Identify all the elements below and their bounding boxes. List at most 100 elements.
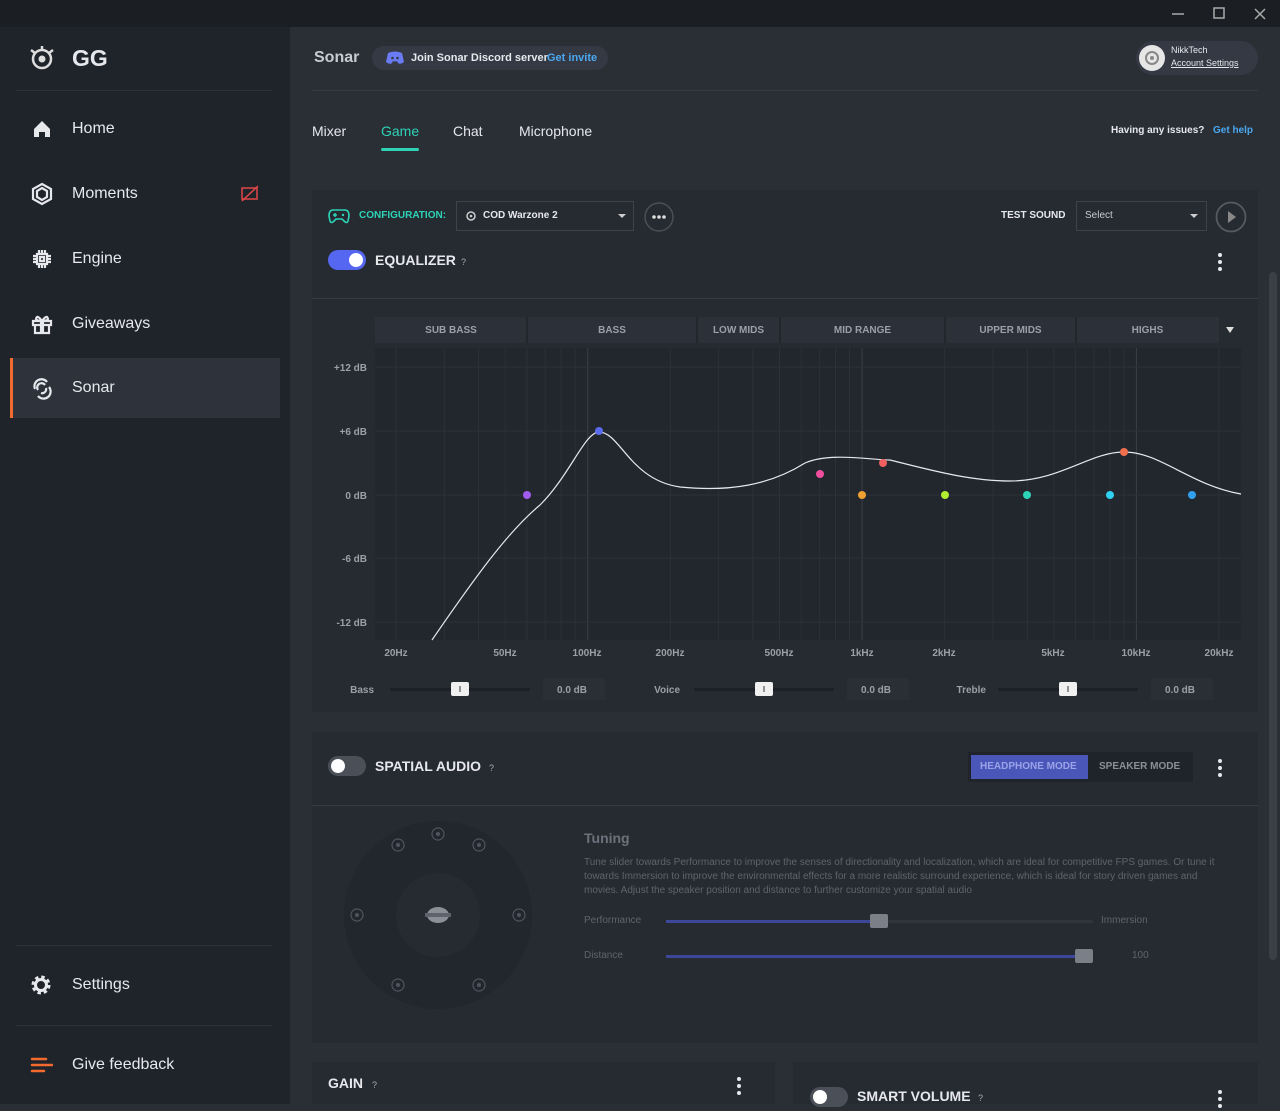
db-label: -6 dB [342,554,367,565]
invite-link[interactable]: Get invite [547,52,598,64]
title-bar [0,0,1280,27]
spatial-toggle[interactable] [328,756,366,776]
speaker-dot [477,983,481,987]
help-icon[interactable]: ? [372,1080,378,1090]
tab-underline [381,148,419,151]
divider [312,805,1258,806]
freq-label: 20kHz [1205,648,1234,659]
eq-node [595,427,603,435]
config-value: COD Warzone 2 [483,210,558,221]
play-button[interactable] [1215,201,1247,233]
discord-text: Join Sonar Discord server [411,52,548,64]
smart-volume-toggle[interactable] [810,1087,848,1107]
nav-item[interactable]: Moments [72,185,138,202]
speaker-dot [396,983,400,987]
icon-shape [33,250,51,268]
avatar [1139,45,1165,71]
slider-value: 0.0 dB [557,685,587,696]
spatial-menu[interactable] [1218,759,1222,780]
gain-panel [312,1062,775,1104]
nav-item[interactable]: Settings [72,976,130,993]
slider-label: Performance [584,915,642,926]
icon-shape [34,978,48,992]
band-label: BASS [598,325,626,336]
nav-item[interactable]: Sonar [72,379,115,396]
tab[interactable]: Mixer [312,123,347,139]
speaker [391,838,405,852]
tuning-description: Tune slider towards Performance to impro… [584,857,1215,896]
scrollbar[interactable] [1269,272,1277,960]
eq-curve [431,431,1242,641]
eq-node [1023,491,1031,499]
slider-fill [666,920,879,923]
tab[interactable]: Chat [453,123,483,139]
eq-node [816,470,824,478]
eq-node [1106,491,1114,499]
db-label: +6 dB [339,427,367,438]
db-label: -12 dB [336,618,367,629]
gain-title: GAIN [328,1075,363,1091]
caret [618,214,626,218]
page-title: Sonar [314,49,360,66]
divider [312,298,1258,299]
account-settings[interactable]: Account Settings [1171,58,1239,68]
freq-label: 100Hz [573,648,602,659]
freq-label: 50Hz [493,648,516,659]
icon-shape [31,315,53,335]
freq-label: 10kHz [1122,648,1151,659]
divider [16,945,272,946]
nav-icon [33,250,51,268]
speaker [512,908,526,922]
nav-icon [31,975,51,995]
slider-fill [666,955,1093,958]
mode-button[interactable]: HEADPHONE MODE [980,761,1077,772]
help-text: Having any issues? [1111,125,1205,136]
tab[interactable]: Game [381,123,420,139]
equalizer-toggle[interactable] [328,250,366,270]
mode-button[interactable]: SPEAKER MODE [1099,761,1181,772]
test-sound-label: TEST SOUND [1001,210,1066,221]
nav-item[interactable]: Give feedback [72,1056,175,1073]
speaker [472,978,486,992]
speaker-dot [436,832,440,836]
config-icon [466,211,476,221]
divider [16,90,272,91]
help-icon[interactable]: ? [489,763,495,773]
band-label: MID RANGE [834,325,892,336]
slider-label: Voice [654,685,680,696]
window-controls[interactable] [1160,0,1280,27]
test-sound-dropdown[interactable] [1076,201,1207,231]
speaker [431,827,445,841]
caret [1190,214,1198,218]
select-text: Select [1085,210,1113,221]
band-label: LOW MIDS [713,325,764,336]
discord-pill[interactable] [372,46,608,70]
help-icon[interactable]: ? [461,257,467,267]
nav-item[interactable]: Home [72,120,115,137]
db-label: +12 dB [334,363,367,374]
help-link[interactable]: Get help [1213,125,1254,136]
speaker [391,978,405,992]
nav-item[interactable]: Giveaways [72,315,151,332]
slider-thumb[interactable] [1075,949,1093,963]
band-label: UPPER MIDS [979,325,1042,336]
slider-value: 0.0 dB [861,685,891,696]
mode-active [971,755,1088,779]
tab[interactable]: Microphone [519,123,593,139]
smart-volume-menu[interactable] [1218,1090,1222,1111]
gamepad-icon [328,209,350,224]
icon-shape [31,182,53,206]
help-icon[interactable]: ? [978,1093,984,1103]
slider-thumb[interactable] [870,914,888,928]
nav-item[interactable]: Engine [72,250,122,267]
config-dropdown[interactable] [456,201,634,231]
discord-icon [386,51,404,64]
db-label: 0 dB [345,491,367,502]
band-menu-caret [1226,327,1234,333]
nav-icon [30,1057,53,1073]
equalizer-menu[interactable] [1218,253,1222,274]
gain-menu[interactable] [737,1077,741,1098]
slider-label: Bass [350,685,374,696]
more-button[interactable] [644,202,674,232]
